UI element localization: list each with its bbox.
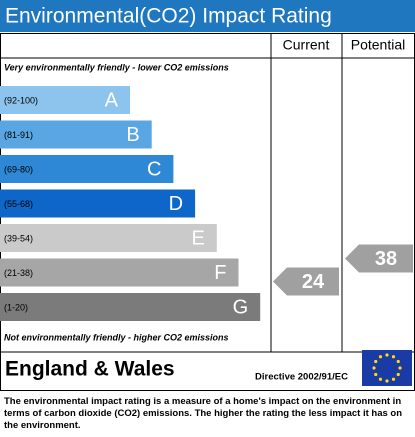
band-range: (39-54) [4, 233, 33, 243]
title-bar [0, 0, 415, 32]
star [374, 372, 378, 377]
band-range: (1-20) [4, 302, 28, 312]
star [385, 379, 389, 383]
star [378, 355, 383, 359]
band-letter: E [191, 227, 204, 249]
column-header: Current [283, 37, 330, 53]
band-letter: F [214, 262, 226, 284]
band [0, 86, 130, 114]
star [374, 359, 378, 364]
rating-value: 38 [375, 248, 397, 270]
star [396, 359, 400, 364]
band [0, 224, 217, 252]
band [0, 189, 196, 218]
bottom-note: Not environmentally friendly - higher CO… [4, 332, 229, 342]
star [391, 377, 396, 381]
directive: Directive 2002/91/EC [255, 372, 348, 383]
star [385, 353, 389, 357]
star [378, 377, 383, 381]
top-note: Very environmentally friendly - lower CO… [4, 62, 229, 72]
chart: Environmental(CO2) Impact Rating Current… [0, 0, 415, 391]
band [0, 258, 239, 287]
star [372, 366, 376, 370]
column-header: Potential [351, 37, 405, 53]
band-range: (69-80) [4, 164, 33, 174]
band-range: (21-38) [4, 268, 33, 278]
eu-flag [362, 350, 412, 386]
band [0, 120, 152, 149]
star [396, 372, 400, 377]
star [391, 355, 396, 359]
band-letter: B [126, 124, 139, 146]
band-range: (81-91) [4, 130, 33, 140]
rating-value: 24 [302, 271, 325, 293]
band-letter: A [105, 89, 119, 111]
rating-arrow [345, 244, 413, 273]
band-range: (55-68) [4, 199, 33, 209]
chart-title: Environmental(CO2) Impact Rating [5, 5, 332, 28]
star [398, 366, 402, 370]
description: The environmental impact rating is a mea… [4, 396, 403, 431]
region: England & Wales [5, 358, 175, 381]
rating-arrow [273, 267, 339, 296]
band-letter: G [233, 296, 249, 318]
band-letter: D [169, 193, 183, 215]
band [0, 293, 261, 321]
band-letter: C [147, 158, 161, 180]
band-range: (92-100) [4, 95, 38, 105]
band [0, 155, 174, 183]
